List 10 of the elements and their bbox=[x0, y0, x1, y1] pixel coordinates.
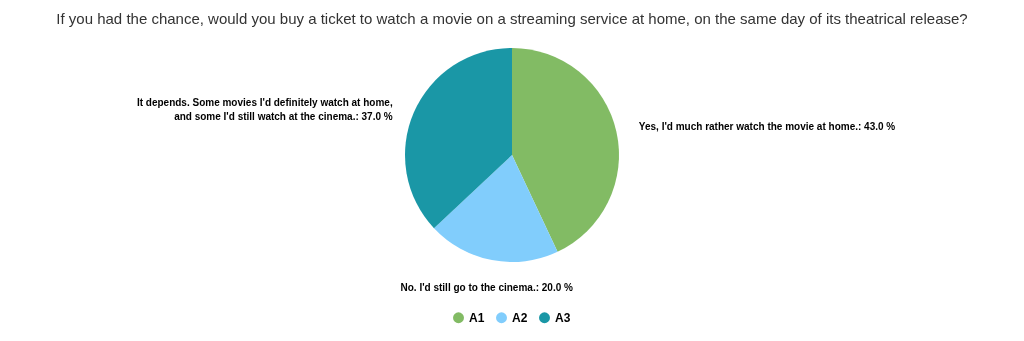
data-label: It depends. Some movies I'd definitely watch at home, and some I'd still watch at the cinema.: 37.0 % bbox=[136, 97, 393, 123]
legend-label: A3 bbox=[555, 310, 571, 325]
chart-title: If you had the chance, would you buy a ticket to watch a movie on a streaming service at home, on the same day of its theatrical release? bbox=[56, 10, 968, 27]
pie-slice bbox=[405, 48, 512, 229]
legend-label: A1 bbox=[469, 310, 485, 325]
data-label: No. I'd still go to the cinema.: 20.0 % bbox=[400, 281, 574, 293]
legend-label: A2 bbox=[512, 310, 528, 325]
data-label: Yes, I'd much rather watch the movie at home.: 43.0 % bbox=[638, 120, 896, 132]
pie-slice bbox=[434, 155, 558, 262]
pie-slice bbox=[512, 48, 619, 252]
